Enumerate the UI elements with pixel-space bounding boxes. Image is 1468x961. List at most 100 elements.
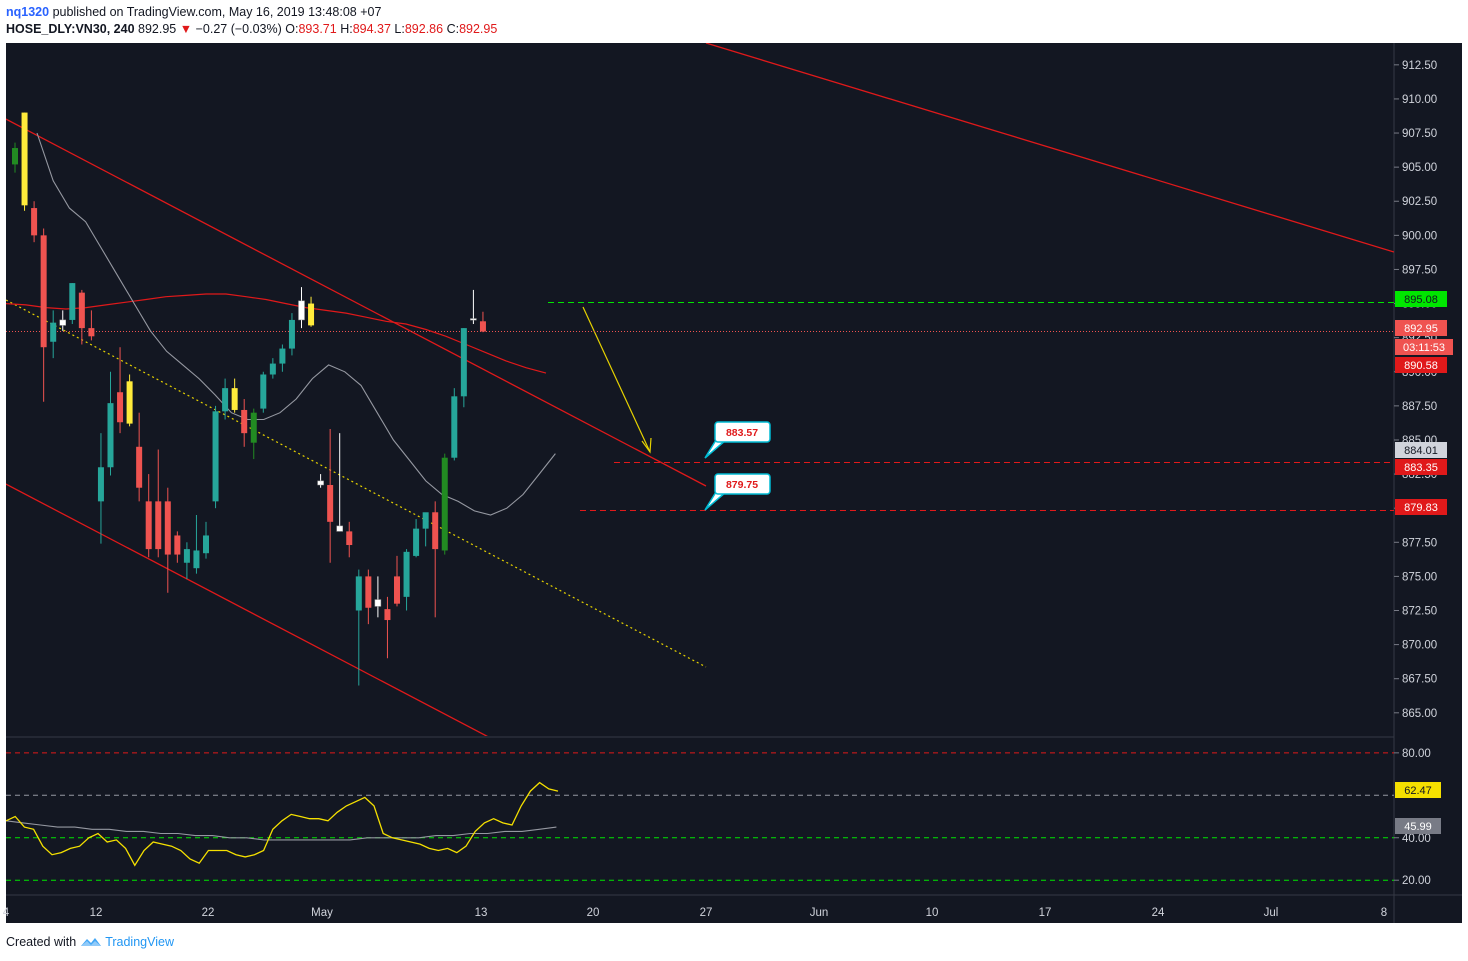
candle[interactable] xyxy=(384,596,391,659)
level-label-resistance: 895.08 xyxy=(1395,291,1447,307)
candle[interactable] xyxy=(327,429,334,563)
ma-red-line[interactable] xyxy=(6,293,547,374)
price-change: −0.27 (−0.03%) xyxy=(195,22,282,36)
candle[interactable] xyxy=(12,142,18,173)
price-chart[interactable]: 883.57 879.75 912.50 910.00 907.50 905.00 90… xyxy=(0,42,1468,928)
candle[interactable] xyxy=(413,519,420,558)
candle[interactable] xyxy=(451,388,458,461)
down-triangle-icon: ▼ xyxy=(179,22,193,36)
price-tick-label: 870.00 xyxy=(1402,640,1437,652)
main-pane xyxy=(0,43,1394,851)
candle[interactable] xyxy=(117,347,124,434)
time-tick-label: 10 xyxy=(926,907,939,919)
candle[interactable] xyxy=(298,287,305,329)
candle[interactable] xyxy=(479,311,486,333)
price-tick-label: 877.50 xyxy=(1402,537,1437,549)
candle[interactable] xyxy=(355,569,362,686)
candle[interactable] xyxy=(164,487,171,593)
candle[interactable] xyxy=(403,549,410,611)
axis-price-labels: 895.08 892.95 03:11:53 890.58 884.01 883… xyxy=(1395,291,1453,834)
time-tick-label: 27 xyxy=(700,907,713,919)
candle[interactable] xyxy=(308,296,315,327)
author-link[interactable]: nq1320 xyxy=(6,5,50,19)
callout-1-text: 883.57 xyxy=(726,427,758,439)
candle[interactable] xyxy=(346,521,353,558)
price-tick-label: 867.50 xyxy=(1402,674,1437,686)
candle[interactable] xyxy=(317,474,324,488)
candle[interactable] xyxy=(21,112,28,211)
tradingview-link[interactable]: TradingView xyxy=(105,935,174,949)
candle[interactable] xyxy=(422,512,429,547)
rsi-tick-label: 20.00 xyxy=(1402,875,1431,887)
long-trend-line[interactable] xyxy=(705,43,1394,253)
price-tick-label: 902.50 xyxy=(1402,196,1437,208)
publish-line: nq1320 published on TradingView.com, May… xyxy=(6,4,497,21)
candle[interactable] xyxy=(50,310,57,359)
time-axis-ticks: 4 12 22 May 13 20 27 Jun 10 17 24 Jul 8 xyxy=(3,907,1387,919)
candle[interactable] xyxy=(460,328,467,408)
candle[interactable] xyxy=(432,501,439,618)
publish-info: published on TradingView.com, May 16, 20… xyxy=(52,5,382,19)
time-tick-label: May xyxy=(311,907,333,919)
rsi-line[interactable] xyxy=(6,781,559,867)
candle[interactable] xyxy=(470,289,477,325)
price-axis xyxy=(1394,43,1462,923)
candle[interactable] xyxy=(250,408,257,460)
candle[interactable] xyxy=(174,531,181,563)
candle[interactable] xyxy=(365,569,372,625)
ma-gray-label: 884.01 xyxy=(1395,442,1447,458)
candle[interactable] xyxy=(269,358,276,379)
candle[interactable] xyxy=(374,576,382,618)
candle[interactable] xyxy=(231,378,238,413)
rsi-ma-line[interactable] xyxy=(6,820,557,841)
candle[interactable] xyxy=(31,201,38,243)
candle[interactable] xyxy=(394,555,400,607)
price-tick-label: 912.50 xyxy=(1402,60,1437,72)
footer: Created with TradingView xyxy=(6,935,174,949)
candle[interactable] xyxy=(59,310,66,331)
candle[interactable] xyxy=(145,474,152,558)
ma-gray-line[interactable] xyxy=(36,132,556,516)
candle[interactable] xyxy=(183,542,190,580)
candle[interactable] xyxy=(441,453,448,555)
low-label: L: xyxy=(394,22,405,36)
dotted-trend-line[interactable] xyxy=(6,299,707,668)
candle[interactable] xyxy=(107,371,114,476)
tradingview-logo-icon xyxy=(80,936,102,948)
price-tick-label: 872.50 xyxy=(1402,605,1437,617)
candles xyxy=(12,112,486,686)
rsi-pane xyxy=(6,752,1394,881)
candle[interactable] xyxy=(288,313,295,356)
candle[interactable] xyxy=(260,371,267,413)
svg-text:45.99: 45.99 xyxy=(1404,821,1432,833)
candle[interactable] xyxy=(203,521,209,559)
candle[interactable] xyxy=(40,228,47,402)
candle[interactable] xyxy=(69,283,76,325)
chart-header: nq1320 published on TradingView.com, May… xyxy=(6,4,497,38)
callout-1[interactable]: 883.57 xyxy=(704,421,771,459)
callout-2-text: 879.75 xyxy=(726,479,758,491)
candle[interactable] xyxy=(279,344,286,372)
svg-text:890.58: 890.58 xyxy=(1404,360,1438,372)
candle[interactable] xyxy=(212,405,219,509)
channel-upper-line[interactable] xyxy=(0,95,707,487)
last-price-label: 892.95 03:11:53 xyxy=(1395,320,1453,355)
level-label-target-2: 879.83 xyxy=(1395,499,1447,515)
candle[interactable] xyxy=(97,433,104,544)
candle[interactable] xyxy=(193,515,200,574)
callout-2[interactable]: 879.75 xyxy=(704,473,771,511)
time-tick-label: 8 xyxy=(1381,907,1387,919)
price-tick-label: 900.00 xyxy=(1402,230,1437,242)
candle[interactable] xyxy=(336,433,343,532)
candle[interactable] xyxy=(136,412,143,502)
price-tick-label: 865.00 xyxy=(1402,708,1437,720)
candle[interactable] xyxy=(126,374,133,427)
candle[interactable] xyxy=(155,449,162,558)
candle[interactable] xyxy=(222,378,229,420)
time-tick-label: 12 xyxy=(90,907,103,919)
candle[interactable] xyxy=(241,399,248,447)
candle[interactable] xyxy=(88,310,95,341)
candle[interactable] xyxy=(78,289,85,345)
channel-lower-line[interactable] xyxy=(0,460,706,851)
time-axis xyxy=(6,895,1394,923)
